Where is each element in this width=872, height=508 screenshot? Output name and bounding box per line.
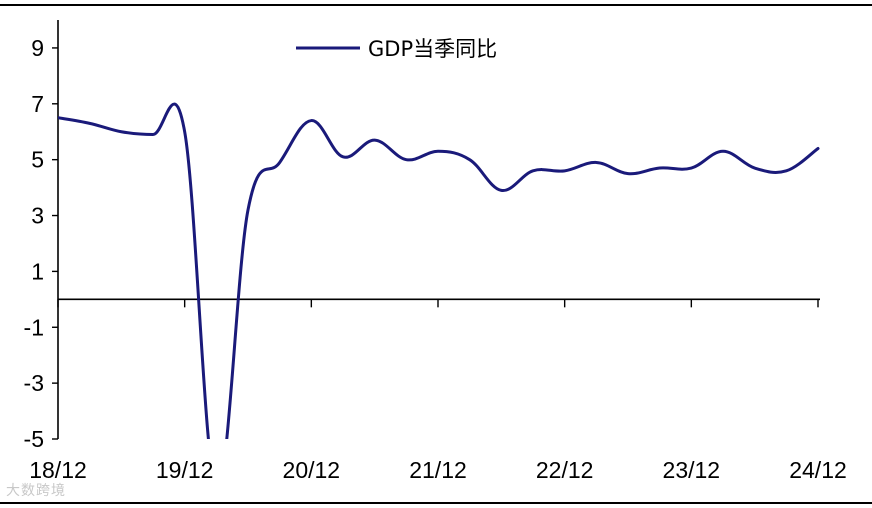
x-axis: 18/12 19/12 20/12 21/12 22/12 23/12 24/12: [29, 298, 847, 483]
x-tick-label: 21/12: [409, 457, 467, 483]
legend: GDP当季同比: [296, 37, 497, 61]
y-tick-label: 5: [31, 147, 44, 173]
y-tick-label: -1: [24, 314, 44, 340]
series-line-gdp: [58, 102, 820, 439]
y-tick-label: -3: [24, 370, 44, 396]
x-tick-label: 23/12: [663, 457, 721, 483]
y-tick-label: 9: [31, 35, 44, 61]
x-tick-label: 18/12: [29, 457, 87, 483]
y-tick-label: 1: [31, 258, 44, 284]
x-tick-label: 20/12: [283, 457, 341, 483]
x-tick-label: 19/12: [156, 457, 214, 483]
y-tick-label: -5: [24, 426, 44, 452]
top-border-line: [0, 4, 872, 6]
series-layer: [58, 102, 820, 439]
legend-label: GDP当季同比: [368, 37, 497, 61]
watermark-text: 大数跨境: [6, 483, 66, 499]
bottom-border-line: [0, 502, 872, 504]
x-tick-label: 22/12: [536, 457, 594, 483]
y-tick-label: 7: [31, 91, 44, 117]
y-axis: 9 7 5 3 1 -1 -3 -5: [24, 20, 59, 452]
y-tick-label: 3: [31, 203, 44, 229]
x-tick-label: 24/12: [789, 457, 847, 483]
